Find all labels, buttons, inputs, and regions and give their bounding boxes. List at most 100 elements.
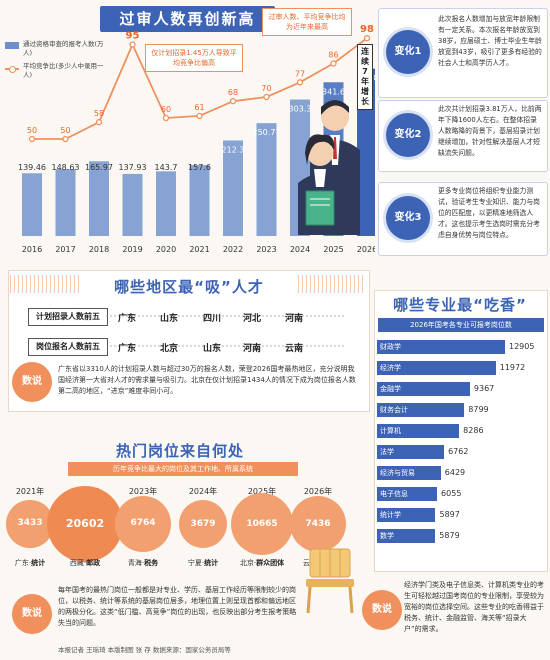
line-point-2017: [62, 135, 69, 143]
major-value-3: 8799: [468, 405, 489, 414]
majors-subtitle: 2026年国考各专业可报考岗位数: [378, 318, 544, 332]
bar-2023: [256, 123, 277, 236]
line-value-label-2019: 95: [126, 31, 140, 42]
hot-place-3: 宁夏·统计: [187, 559, 219, 567]
bar-value-label-2019: 137.93: [119, 163, 147, 172]
hot-place-0: 广东·统计: [14, 559, 46, 567]
bar-value-label-2025: 341.6: [322, 87, 345, 96]
major-value-7: 6055: [441, 489, 462, 498]
hot-note: 每年国考的最热门岗位一般都是对专业、学历、基层工作经历等限制较少的岗位，以税务、…: [58, 586, 297, 627]
hot-bubble-5: 7436: [289, 495, 347, 553]
major-value-4: 8286: [463, 426, 484, 435]
major-bar-5: 法学: [377, 445, 445, 459]
x-tick-2019: 2019: [122, 245, 142, 254]
major-value-5: 6762: [448, 447, 469, 456]
bar-2017: [55, 169, 76, 236]
hot-title: 热门岗位来自何处: [115, 442, 244, 460]
footer-credits: 本报记者 王瑶琦 本版制图 张 存 数据来源：国家公务员局等: [58, 646, 231, 654]
plan-province-5: 河南: [285, 314, 304, 324]
major-name: 计算机: [380, 427, 401, 435]
major-name: 财政学: [380, 343, 401, 351]
change-tag-3: 变化3: [386, 196, 430, 240]
legend-line-swatch: [5, 66, 19, 73]
hot-subtitle: 历年竞争比最大的岗位及其工作地、所属系统: [68, 462, 298, 476]
major-bar-7: 电子信息: [377, 487, 438, 501]
major-bar-1: 经济学: [377, 361, 496, 375]
major-bar-3: 财务会计: [377, 403, 465, 417]
x-tick-2017: 2017: [55, 245, 75, 254]
bar-value-label-2021: 157.6: [188, 163, 211, 172]
apply-province-4: 河南: [243, 344, 262, 354]
x-tick-2026: 2026: [357, 245, 375, 254]
bar-2019: [122, 173, 143, 236]
apply-province-5: 云南: [285, 344, 304, 354]
bar-value-label-2023: 250.77: [253, 128, 281, 137]
change-tag-2: 变化2: [386, 113, 430, 157]
line-value-label-2018: 58: [94, 109, 104, 118]
streak-label: 连续7年增长: [357, 44, 373, 110]
bar-value-label-2024: 303.3: [289, 105, 312, 114]
stripe-right: [298, 275, 366, 293]
major-name: 法学: [380, 448, 394, 456]
bar-2016: [22, 173, 42, 236]
line-point-2020: [162, 114, 170, 122]
hot-shuju-badge: 数说: [12, 594, 52, 634]
regions-note: 广东省以3310人的计划招录人数与超过30万的报名人数，荣登2026国考最热地区…: [58, 365, 356, 395]
legend-line-label: 平均竞争比(多少人中录用一人): [23, 62, 104, 79]
majors-note: 经济学门类及电子信息类、计算机类专业的考生可轻松越过国考岗位的专业限制，享受较为…: [404, 581, 544, 633]
hot-bubble-4: 10665: [230, 492, 294, 556]
x-tick-2025: 2025: [323, 245, 343, 254]
majors-shuju-badge: 数说: [362, 590, 402, 630]
hot-place-4: 北京·群众团体: [239, 559, 285, 567]
chair-illustration: [306, 548, 354, 614]
line-point-2021: [196, 112, 203, 120]
hot-year-0: 2021年: [15, 487, 45, 496]
x-tick-2022: 2022: [223, 245, 243, 254]
hot-place-1: 西藏·邮政: [69, 559, 101, 567]
line-point-2023: [263, 93, 270, 101]
change-text-2: 此次共计划招录3.81万人，比前两年下降1600人左右。在整体招录人数略降的背景…: [438, 105, 542, 157]
bar-value-label-2016: 139.46: [18, 163, 46, 172]
major-value-0: 12905: [509, 342, 535, 351]
line-point-2019: [129, 41, 136, 48]
major-name: 统计学: [380, 511, 401, 519]
plan-top5-label: 计划招录人数前五: [28, 308, 108, 326]
major-name: 数学: [380, 532, 394, 540]
apply-province-3: 山东: [203, 344, 222, 354]
legend-bar-swatch: [5, 42, 19, 49]
major-bar-0: 财政学: [377, 340, 505, 354]
x-tick-2016: 2016: [22, 245, 42, 254]
line-value-label-2025: 86: [328, 50, 338, 59]
major-name: 财务会计: [380, 406, 408, 414]
plan-province-4: 河北: [243, 314, 262, 324]
hot-year-5: 2026年: [303, 487, 333, 496]
legend-bar-label: 通过资格审查的报考人数(万人): [23, 40, 104, 57]
callout-2026: 过审人数、平均竞争比均为近年来最高: [262, 8, 352, 36]
x-tick-2023: 2023: [256, 245, 276, 254]
hot-bubble-3: 3679: [178, 499, 228, 549]
apply-province-2: 北京: [160, 344, 179, 354]
major-value-1: 11972: [499, 363, 526, 372]
major-bar-2: 金融学: [377, 382, 470, 396]
callout-2019: 仅计划招录1.45万人导致平均竞争比偏高: [145, 44, 243, 72]
major-value-2: 9367: [473, 384, 495, 393]
line-point-2016: [28, 135, 36, 143]
hot-bubble-0: 3433: [6, 500, 54, 548]
bar-2020: [156, 171, 176, 236]
major-bar-6: 经济与贸易: [377, 466, 441, 480]
line-point-2024: [296, 79, 304, 86]
major-bar-8: 统计学: [377, 508, 436, 522]
majors-title: 哪些专业最“吃香”: [393, 296, 527, 314]
line-value-label-2023: 70: [261, 84, 271, 93]
bar-2022: [223, 140, 243, 236]
x-tick-2024: 2024: [290, 245, 310, 254]
major-value-8: 5897: [439, 510, 460, 519]
line-point-2025: [330, 60, 337, 67]
main-chart: 139.46 148.63 165.97 137.93 143.7 157.6 212.3 2…: [18, 24, 375, 254]
chart-legend: 通过资格审查的报考人数(万人) 平均竞争比(多少人中录用一人): [5, 40, 111, 84]
plan-province-3: 四川: [203, 314, 222, 324]
plan-province-2: 山东: [160, 314, 179, 324]
line-value-label-2026: 98: [360, 24, 374, 35]
hot-place-2: 青海·税务: [127, 559, 159, 567]
hot-bubble-1: 20602: [47, 486, 123, 562]
